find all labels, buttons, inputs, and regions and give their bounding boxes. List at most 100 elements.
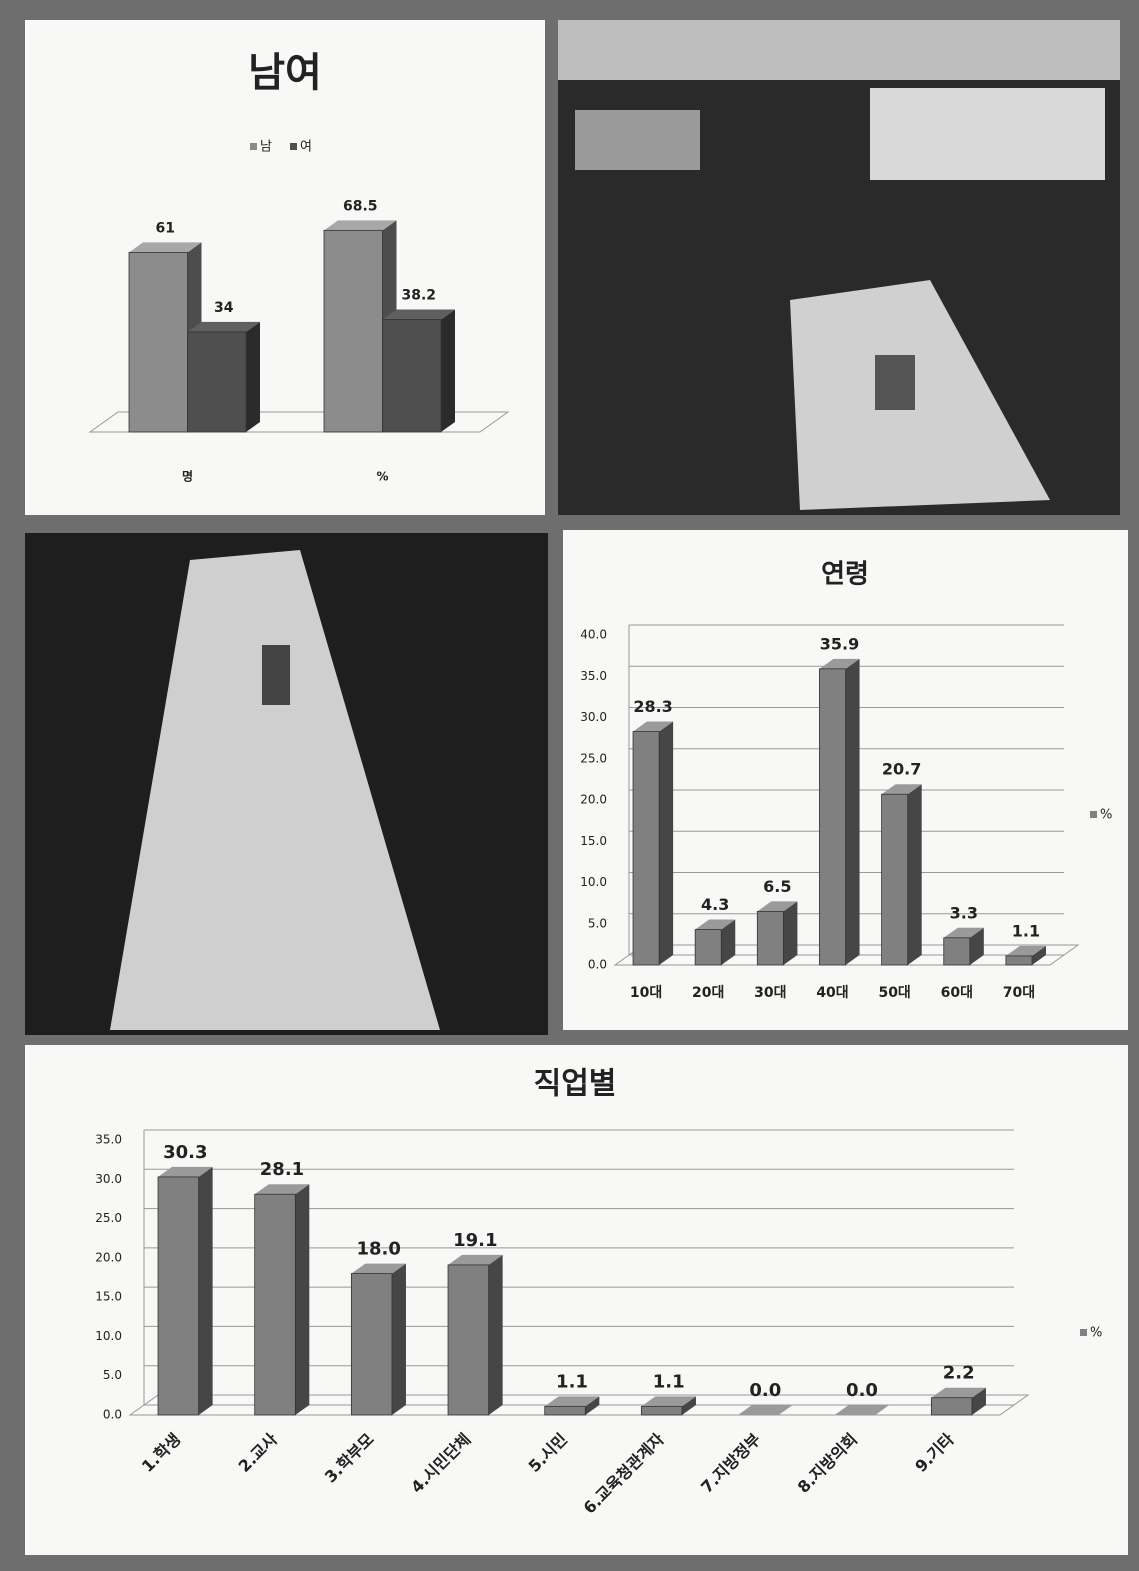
bar-top (641, 1396, 696, 1407)
data-label: 0.0 (749, 1380, 781, 1401)
data-label: 3.3 (950, 903, 978, 922)
data-label: 4.3 (701, 895, 729, 914)
photo (558, 20, 1120, 515)
data-label: 30.3 (163, 1142, 207, 1163)
bar-side (969, 927, 984, 965)
bar-side (585, 1396, 600, 1415)
bar-side (295, 1184, 310, 1415)
bar-top (187, 321, 260, 332)
bar (128, 252, 188, 433)
data-label: 20.7 (882, 760, 921, 779)
bar-top (382, 309, 455, 320)
data-label: 38.2 (401, 288, 436, 304)
legend-label: % (1100, 808, 1112, 823)
y-tick-label: 30.0 (580, 710, 607, 724)
data-label: 2.2 (943, 1363, 975, 1384)
data-label: 68.5 (343, 198, 378, 214)
bar (447, 1264, 490, 1416)
bar-top (931, 1387, 986, 1398)
x-tick-label: 70대 (1003, 985, 1035, 1001)
data-label: 6.5 (763, 877, 791, 896)
bar-top (881, 784, 922, 795)
bar (187, 331, 247, 433)
data-label: 28.1 (260, 1159, 304, 1180)
y-tick-label: 10.0 (95, 1329, 122, 1343)
bar-top (1005, 945, 1046, 956)
bar-top (757, 901, 798, 912)
data-label: 61 (156, 220, 175, 236)
bar-top (351, 1263, 406, 1274)
legend-swatch (1090, 811, 1097, 818)
y-tick-label: 15.0 (580, 834, 607, 848)
legend-swatch (1080, 1329, 1087, 1336)
bar (756, 910, 784, 966)
x-tick-label: % (376, 470, 388, 484)
y-tick-label: 10.0 (580, 875, 607, 889)
bar-side (246, 321, 260, 432)
bar-side (721, 919, 736, 965)
data-label: 35.9 (820, 634, 859, 653)
bar (1005, 955, 1033, 966)
data-label: 0.0 (846, 1380, 878, 1401)
bar-top (544, 1396, 600, 1407)
bar-side (907, 784, 922, 965)
y-tick-label: 25.0 (95, 1211, 122, 1225)
y-tick-label: 35.0 (580, 669, 607, 683)
bar-side (783, 901, 798, 965)
data-label: 1.1 (653, 1371, 685, 1392)
bar-top (633, 721, 674, 732)
legend-label: % (1090, 1326, 1102, 1341)
x-tick-label: 30대 (754, 985, 786, 1001)
bar (819, 668, 846, 966)
bar-top (254, 1184, 310, 1195)
bar (350, 1273, 393, 1416)
bar-top (834, 1405, 890, 1415)
data-label: 1.1 (1012, 921, 1040, 940)
x-tick-label: 40대 (816, 985, 848, 1001)
x-tick-label: 60대 (941, 985, 973, 1001)
bar (157, 1176, 200, 1416)
photo (25, 533, 548, 1035)
y-tick-label: 15.0 (95, 1290, 122, 1304)
bar-top (324, 220, 397, 231)
y-tick-label: 20.0 (95, 1250, 122, 1264)
bar-top (695, 919, 736, 930)
x-tick-label: 명 (182, 470, 193, 484)
bar-top (943, 927, 984, 938)
y-tick-label: 0.0 (103, 1408, 122, 1422)
bar (323, 229, 383, 433)
bar (254, 1193, 296, 1416)
bar (881, 793, 909, 966)
y-tick-label: 25.0 (580, 751, 607, 765)
legend-label: 남 (260, 140, 272, 155)
legend-label: 여 (300, 140, 312, 155)
x-tick-label: 10대 (630, 985, 662, 1001)
bar-side (1031, 945, 1046, 965)
chart-title: 남여 (248, 50, 322, 96)
x-tick-label: 50대 (878, 985, 910, 1001)
bar-side (488, 1254, 503, 1415)
bar-top (448, 1254, 503, 1265)
y-tick-label: 40.0 (580, 628, 607, 642)
data-label: 18.0 (356, 1239, 400, 1260)
bar-side (198, 1166, 213, 1415)
data-label: 1.1 (556, 1371, 588, 1392)
bar-top (738, 1405, 793, 1415)
y-tick-label: 5.0 (103, 1368, 122, 1382)
bar-top (158, 1166, 213, 1177)
y-tick-label: 5.0 (588, 916, 607, 930)
bar (930, 1397, 973, 1416)
chart-title: 직업별 (534, 1067, 617, 1102)
y-tick-label: 30.0 (95, 1172, 122, 1186)
bar-side (391, 1263, 406, 1415)
bar-side (659, 721, 674, 965)
legend-swatch (250, 143, 257, 150)
x-tick-label: 20대 (692, 985, 724, 1001)
data-label: 28.3 (633, 697, 672, 716)
bar-top (819, 658, 860, 669)
data-label: 34 (214, 300, 234, 316)
bar-side (845, 658, 860, 965)
bar-side (971, 1387, 986, 1415)
